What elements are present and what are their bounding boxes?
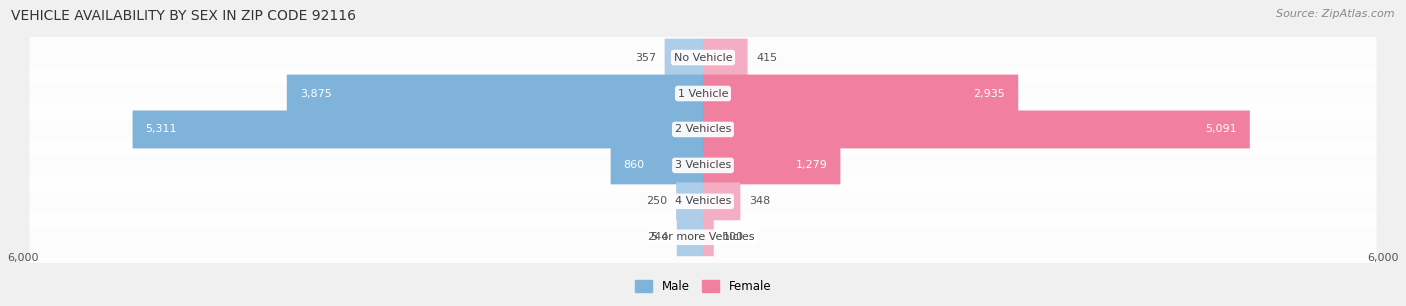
Text: 3,875: 3,875 xyxy=(299,88,332,99)
FancyBboxPatch shape xyxy=(703,182,741,220)
Legend: Male, Female: Male, Female xyxy=(630,275,776,298)
Text: VEHICLE AVAILABILITY BY SEX IN ZIP CODE 92116: VEHICLE AVAILABILITY BY SEX IN ZIP CODE … xyxy=(11,9,356,23)
FancyBboxPatch shape xyxy=(30,211,1376,264)
Text: 5,311: 5,311 xyxy=(145,125,177,134)
Text: 415: 415 xyxy=(756,53,778,62)
Text: 348: 348 xyxy=(749,196,770,206)
FancyBboxPatch shape xyxy=(676,218,703,256)
Text: 3 Vehicles: 3 Vehicles xyxy=(675,160,731,170)
Text: 100: 100 xyxy=(723,232,744,242)
FancyBboxPatch shape xyxy=(703,39,748,76)
FancyBboxPatch shape xyxy=(30,67,1376,120)
Text: 357: 357 xyxy=(636,53,657,62)
FancyBboxPatch shape xyxy=(703,75,1018,112)
FancyBboxPatch shape xyxy=(30,175,1376,228)
Text: 6,000: 6,000 xyxy=(7,253,38,263)
FancyBboxPatch shape xyxy=(30,103,1376,156)
FancyBboxPatch shape xyxy=(610,147,703,184)
Text: 2 Vehicles: 2 Vehicles xyxy=(675,125,731,134)
Text: 1 Vehicle: 1 Vehicle xyxy=(678,88,728,99)
FancyBboxPatch shape xyxy=(132,110,703,148)
Text: 5,091: 5,091 xyxy=(1205,125,1237,134)
FancyBboxPatch shape xyxy=(703,147,841,184)
FancyBboxPatch shape xyxy=(287,75,703,112)
FancyBboxPatch shape xyxy=(703,218,714,256)
Text: 860: 860 xyxy=(623,160,644,170)
Text: 250: 250 xyxy=(647,196,668,206)
Text: 6,000: 6,000 xyxy=(1368,253,1399,263)
FancyBboxPatch shape xyxy=(676,182,703,220)
FancyBboxPatch shape xyxy=(30,139,1376,192)
FancyBboxPatch shape xyxy=(703,110,1250,148)
Text: 4 Vehicles: 4 Vehicles xyxy=(675,196,731,206)
Text: No Vehicle: No Vehicle xyxy=(673,53,733,62)
FancyBboxPatch shape xyxy=(665,39,703,76)
Text: 1,279: 1,279 xyxy=(796,160,828,170)
Text: 244: 244 xyxy=(647,232,668,242)
Text: Source: ZipAtlas.com: Source: ZipAtlas.com xyxy=(1277,9,1395,19)
Text: 2,935: 2,935 xyxy=(973,88,1005,99)
FancyBboxPatch shape xyxy=(30,31,1376,84)
Text: 5 or more Vehicles: 5 or more Vehicles xyxy=(651,232,755,242)
